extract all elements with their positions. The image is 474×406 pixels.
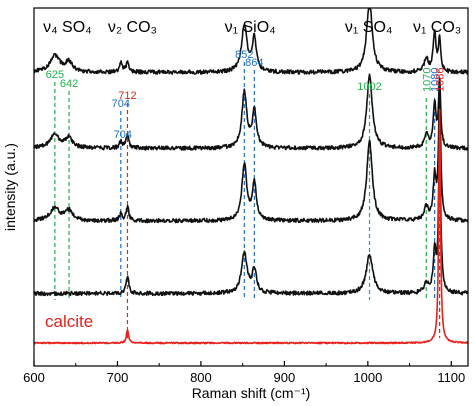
x-tick-label-800: 800 (190, 370, 212, 385)
band-label-v1co3: ν₁ CO₃ (413, 19, 461, 36)
band-label-v2co3: ν₂ CO₃ (108, 19, 157, 36)
peak-label-864: 864 (245, 57, 263, 69)
x-tick-label-1000: 1000 (353, 370, 382, 385)
y-axis-title: intensity (a.u.) (2, 143, 18, 231)
x-tick-label-600: 600 (23, 370, 45, 385)
peak-label-625: 625 (46, 69, 64, 81)
x-axis-title: Raman shift (cm⁻¹) (192, 385, 311, 401)
spectra-traces (33, 8, 469, 345)
plot-frame (33, 7, 469, 367)
trace-spectrum-4 (33, 129, 469, 297)
peak-label-1070: 1070 (421, 68, 433, 92)
peak-label-1080: 1080 (430, 68, 442, 92)
band-label-v1sio4: ν₁ SiO₄ (225, 19, 276, 36)
trace-calcite (33, 108, 469, 345)
band-label-v1so4: ν₁ SO₄ (345, 19, 393, 36)
x-tick-label-700: 700 (107, 370, 129, 385)
band-label-v4so4: ν₄ SO₄ (43, 19, 92, 36)
x-axis-ticks: 600 700 800 900 1000 1100 (23, 361, 465, 385)
peak-label-852: 852 (235, 49, 253, 61)
x-tick-label-1100: 1100 (437, 370, 465, 385)
peak-label-1086: 1086 (435, 68, 447, 92)
peak-label-712: 712 (118, 90, 136, 102)
trace-spectrum-2 (33, 73, 469, 151)
peak-label-704: 704 (112, 98, 130, 110)
trace-spectrum-1 (33, 8, 469, 75)
series-label-calcite: calcite (45, 312, 93, 331)
peak-label-1002: 1002 (357, 81, 381, 93)
x-tick-label-900: 900 (274, 370, 296, 385)
peak-label-642: 642 (60, 78, 78, 90)
annotation-label-704-1: 704 (114, 129, 132, 141)
trace-spectrum-3 (33, 83, 469, 224)
